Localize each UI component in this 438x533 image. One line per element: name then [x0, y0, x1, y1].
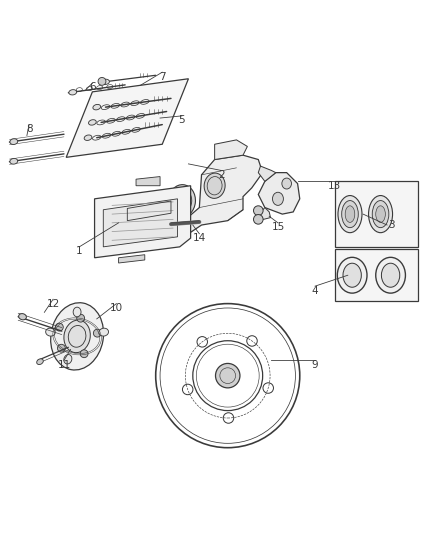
Ellipse shape [337, 257, 367, 293]
Text: 10: 10 [110, 303, 123, 313]
Ellipse shape [343, 263, 361, 287]
Ellipse shape [102, 79, 110, 84]
Text: 15: 15 [271, 222, 285, 232]
Text: 7: 7 [159, 71, 166, 82]
Ellipse shape [376, 257, 406, 293]
Ellipse shape [99, 328, 109, 336]
Ellipse shape [64, 354, 72, 364]
Polygon shape [151, 221, 180, 238]
Circle shape [98, 77, 106, 85]
Ellipse shape [172, 189, 192, 213]
Ellipse shape [84, 135, 92, 140]
Text: 5: 5 [179, 115, 185, 125]
Text: 4: 4 [312, 286, 318, 295]
Circle shape [93, 329, 101, 337]
Text: 8: 8 [26, 124, 32, 134]
Circle shape [254, 206, 263, 215]
Circle shape [254, 215, 263, 224]
Polygon shape [258, 166, 276, 181]
Ellipse shape [345, 206, 355, 222]
Text: 13: 13 [328, 181, 341, 191]
Text: 9: 9 [312, 360, 318, 370]
Ellipse shape [93, 104, 101, 110]
Polygon shape [95, 185, 191, 258]
Text: 12: 12 [46, 298, 60, 309]
Ellipse shape [381, 263, 400, 287]
Polygon shape [136, 176, 160, 185]
Polygon shape [103, 199, 177, 247]
Ellipse shape [10, 139, 18, 144]
Polygon shape [258, 173, 300, 214]
Ellipse shape [376, 206, 385, 222]
Ellipse shape [282, 178, 291, 189]
Ellipse shape [19, 313, 26, 320]
Text: 1: 1 [76, 246, 83, 256]
Polygon shape [258, 207, 271, 221]
Text: 3: 3 [388, 220, 395, 230]
Ellipse shape [372, 200, 389, 228]
Ellipse shape [64, 320, 90, 353]
Polygon shape [335, 181, 418, 247]
Ellipse shape [73, 307, 81, 317]
Polygon shape [66, 79, 188, 157]
Ellipse shape [51, 303, 103, 370]
Ellipse shape [37, 359, 43, 365]
Polygon shape [335, 249, 418, 302]
Ellipse shape [10, 158, 18, 164]
Circle shape [57, 344, 65, 352]
Ellipse shape [168, 184, 195, 217]
Ellipse shape [88, 120, 96, 125]
Ellipse shape [338, 196, 362, 233]
Circle shape [80, 350, 88, 358]
Ellipse shape [272, 192, 283, 205]
Polygon shape [215, 140, 247, 159]
Polygon shape [151, 155, 263, 238]
Circle shape [77, 314, 85, 322]
Circle shape [55, 323, 63, 331]
Ellipse shape [368, 196, 392, 233]
Text: 2: 2 [218, 170, 225, 180]
Ellipse shape [204, 173, 225, 198]
Text: 11: 11 [57, 360, 71, 370]
Polygon shape [119, 255, 145, 263]
Ellipse shape [342, 200, 358, 228]
Ellipse shape [69, 90, 77, 95]
Circle shape [215, 364, 240, 388]
Text: 14: 14 [193, 233, 206, 243]
Ellipse shape [46, 328, 55, 336]
Text: 6: 6 [89, 83, 95, 93]
